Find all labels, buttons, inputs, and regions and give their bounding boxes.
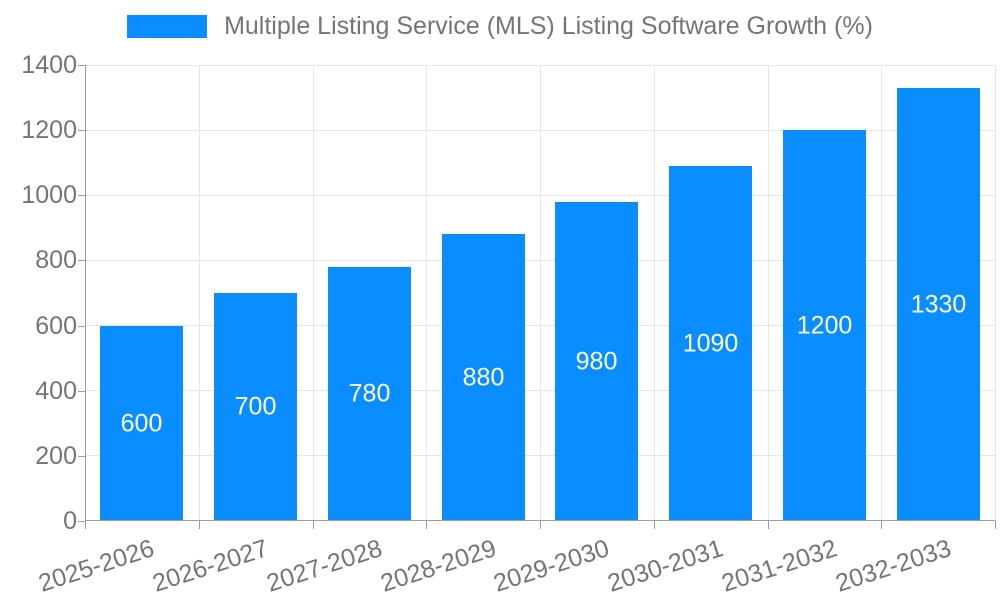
bar[interactable]: 880 xyxy=(442,234,525,521)
y-axis-tick xyxy=(78,521,85,522)
bar-value-label: 1330 xyxy=(910,290,967,318)
x-axis-tick xyxy=(199,521,200,529)
x-axis-line xyxy=(85,520,995,521)
x-axis-tick xyxy=(654,521,655,529)
x-axis-tick xyxy=(426,521,427,529)
x-axis-tick xyxy=(768,521,769,529)
x-axis-tick-label: 2025-2026 xyxy=(35,534,158,598)
bar-value-label: 780 xyxy=(348,379,391,408)
grid-line-v xyxy=(198,65,200,521)
y-axis-tick-label: 1000 xyxy=(21,181,77,210)
y-axis-tick xyxy=(78,455,85,457)
x-axis-tick-label: 2028-2029 xyxy=(376,534,500,598)
bar-value-label: 600 xyxy=(120,409,163,437)
x-axis-tick xyxy=(85,521,86,529)
x-axis-tick xyxy=(540,521,541,529)
y-axis-tick-label: 1400 xyxy=(21,51,77,79)
legend-label: Multiple Listing Service (MLS) Listing S… xyxy=(224,12,873,40)
y-axis-tick-label: 200 xyxy=(35,441,77,470)
x-axis-tick xyxy=(881,521,882,529)
bar-value-label: 1200 xyxy=(796,311,853,339)
y-axis-tick xyxy=(78,260,85,262)
y-axis-tick-label: 800 xyxy=(35,246,77,275)
y-axis-tick-label: 0 xyxy=(63,507,77,535)
y-axis-tick xyxy=(78,325,85,327)
bar[interactable]: 1330 xyxy=(897,88,980,521)
grid-line-v xyxy=(425,65,427,521)
y-axis-tick-label: 1200 xyxy=(21,116,77,145)
plot-area: 600 700 780 880 980 1090 1200 1330 xyxy=(85,65,996,521)
x-axis-tick-label: 2029-2030 xyxy=(490,534,613,598)
bar-value-label: 1090 xyxy=(682,329,739,357)
y-axis-tick-label: 600 xyxy=(35,311,77,340)
legend: Multiple Listing Service (MLS) Listing S… xyxy=(0,12,1000,41)
x-axis-tick xyxy=(313,521,314,529)
x-axis-tick-label: 2027-2028 xyxy=(263,534,386,598)
bar-value-label: 980 xyxy=(575,347,618,375)
grid-line-v xyxy=(312,65,314,521)
bar[interactable]: 700 xyxy=(214,293,297,521)
x-axis-tick xyxy=(995,521,996,529)
bar-value-label: 880 xyxy=(462,363,505,391)
bar[interactable]: 980 xyxy=(555,202,638,521)
x-axis-tick-label: 2032-2033 xyxy=(831,534,955,598)
x-axis-tick-label: 2031-2032 xyxy=(718,534,841,598)
x-axis-tick-label: 2026-2027 xyxy=(149,534,272,598)
y-axis-tick xyxy=(78,195,85,197)
bar[interactable]: 600 xyxy=(100,326,183,521)
bar[interactable]: 780 xyxy=(328,267,411,521)
bar[interactable]: 1200 xyxy=(783,130,866,521)
y-axis-tick xyxy=(78,130,85,132)
y-axis-tick xyxy=(78,65,85,66)
grid-line-v xyxy=(539,65,541,521)
bar[interactable]: 1090 xyxy=(669,166,752,521)
legend-swatch xyxy=(127,15,208,38)
grid-line-v xyxy=(880,65,882,521)
y-axis-tick-label: 400 xyxy=(35,376,77,405)
y-axis-tick xyxy=(78,390,85,392)
bar-value-label: 700 xyxy=(234,392,277,421)
grid-line-v xyxy=(994,65,996,521)
grid-line-v xyxy=(767,65,769,521)
y-axis-line xyxy=(85,65,86,521)
grid-line-v xyxy=(653,65,655,521)
x-axis-tick-label: 2030-2031 xyxy=(604,534,727,598)
